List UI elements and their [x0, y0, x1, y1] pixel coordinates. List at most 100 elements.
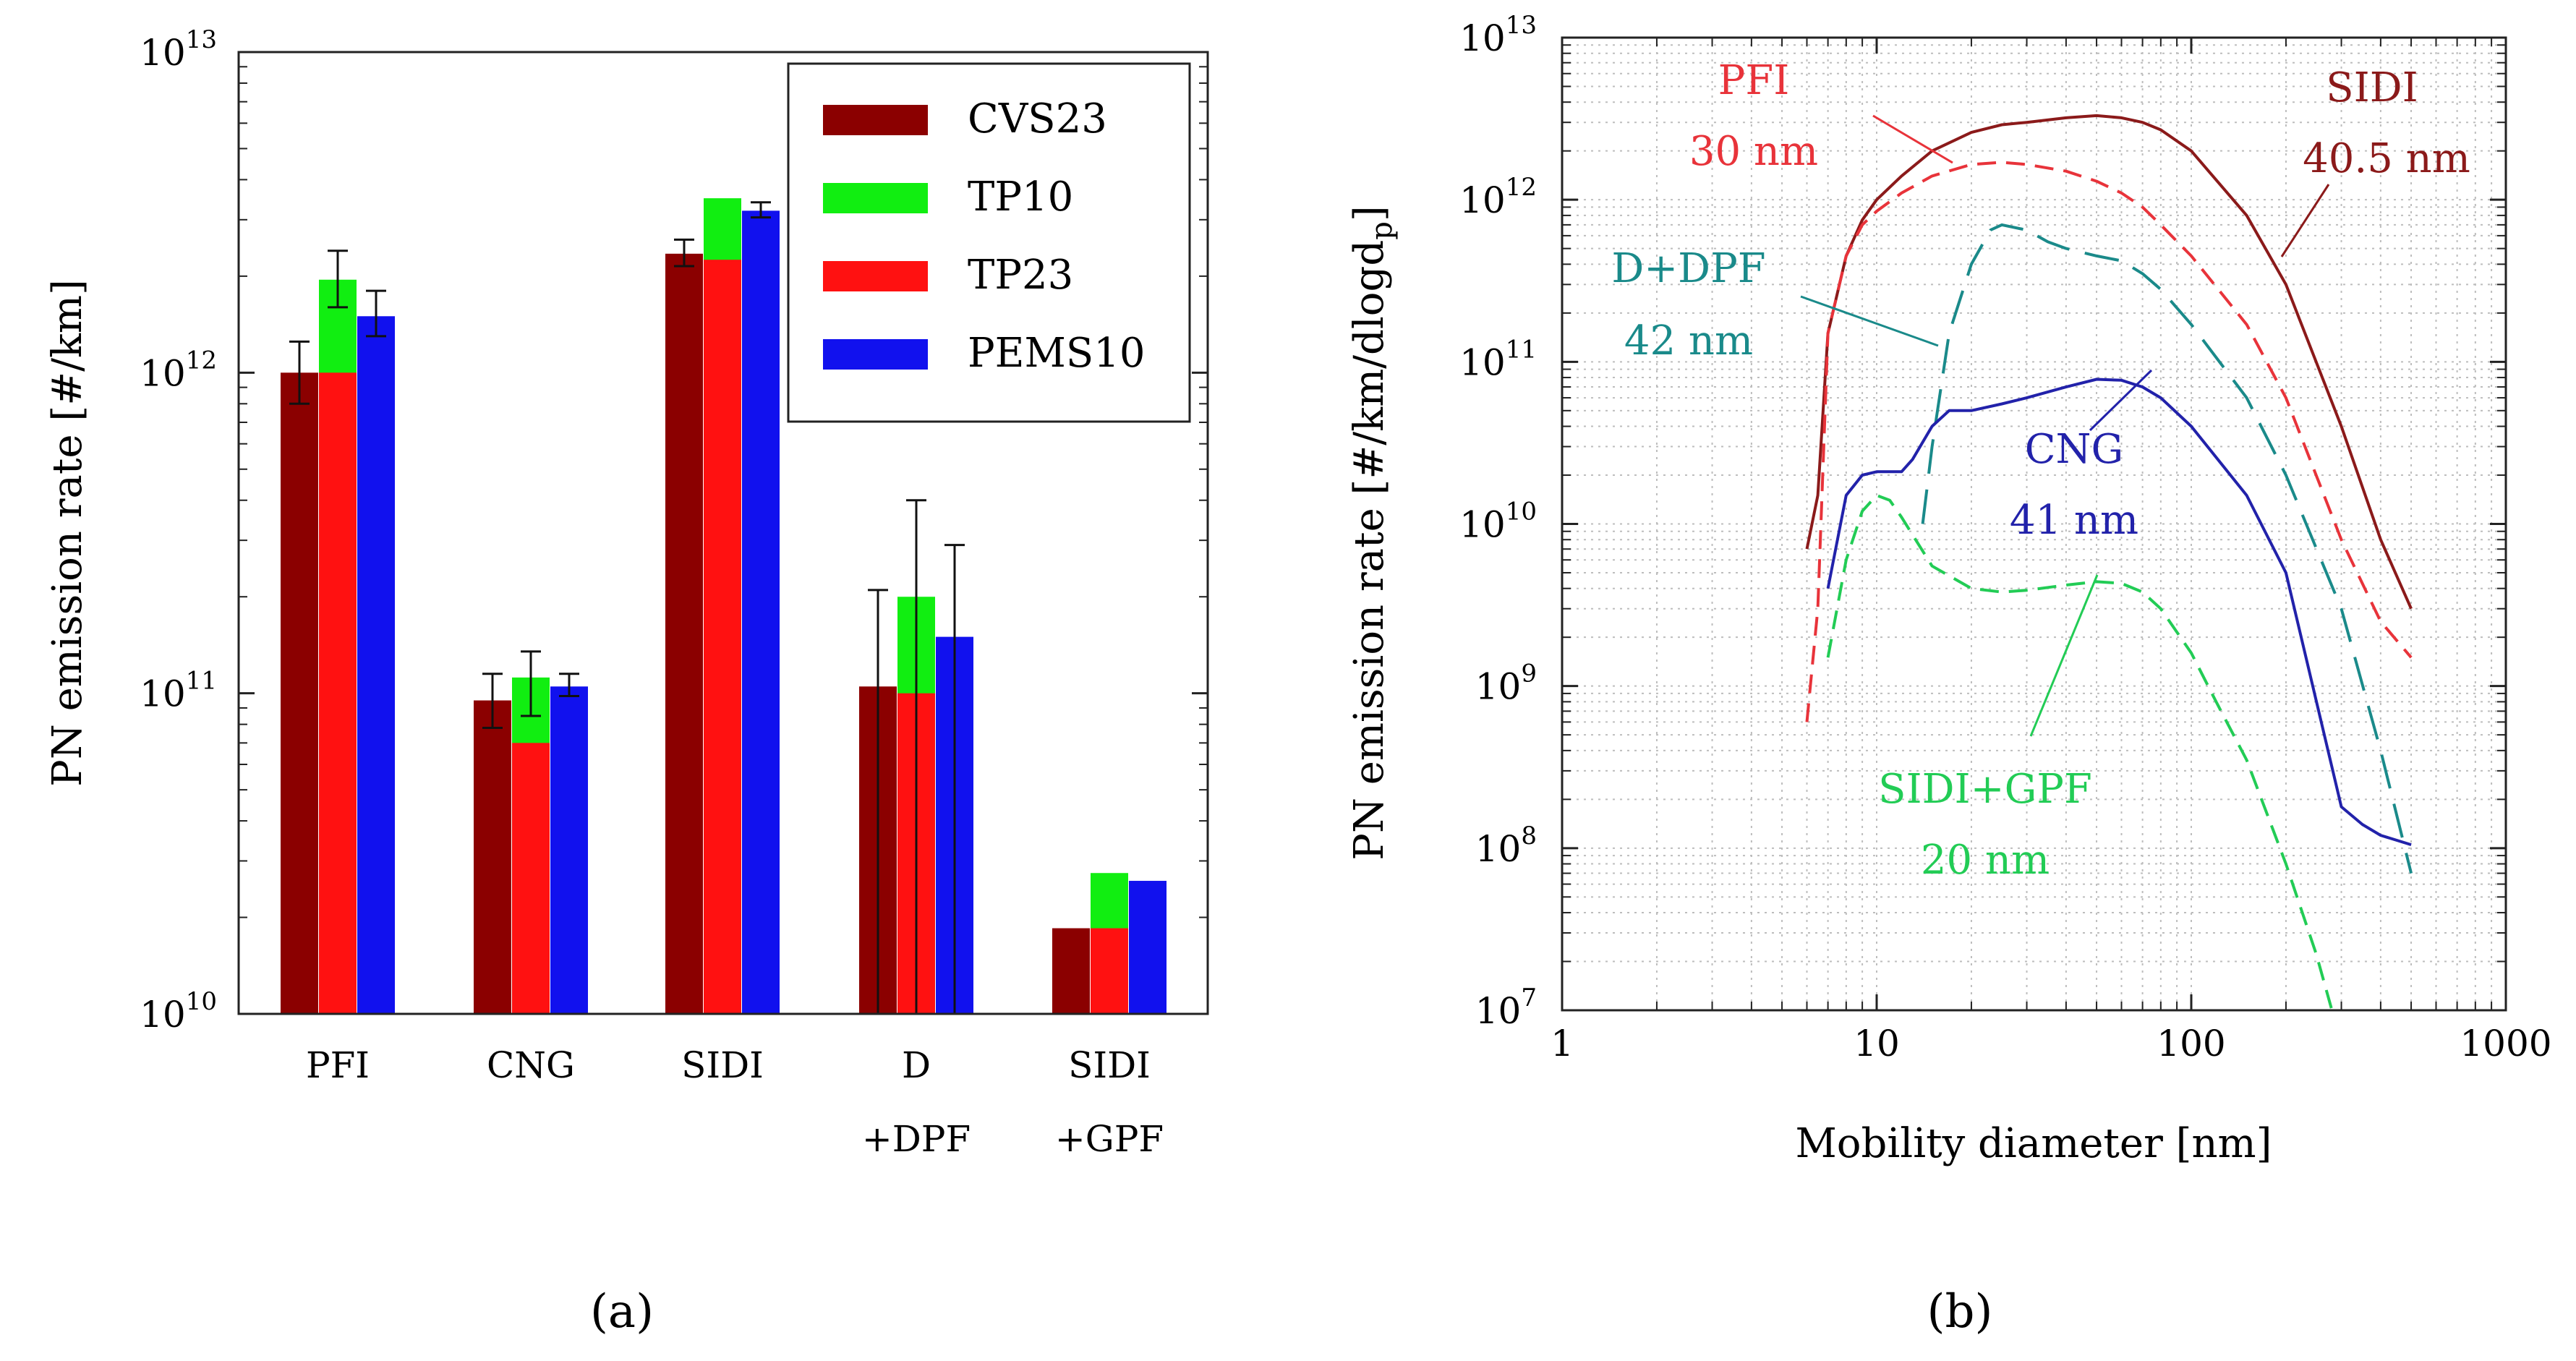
bar-tp23-2 — [704, 260, 741, 1014]
grid — [1562, 38, 2506, 1010]
y-tick-label-2-base: 10 — [140, 352, 186, 394]
bar-pems10-4 — [1129, 881, 1167, 1014]
annotation-cng: CNG 41 nm — [2010, 369, 2153, 544]
y-tick-label-b-3-base: 10 — [1459, 504, 1506, 546]
y-tick-label-3: 1013 — [140, 25, 217, 74]
x-axis-label: Mobility diameter [nm] — [1795, 1120, 2272, 1167]
error-bar-pems10-2 — [751, 201, 771, 219]
x-tick-label-1: CNG — [487, 1044, 575, 1086]
y-tick-label-b-5: 1012 — [1459, 173, 1537, 221]
legend-swatch-tp23 — [823, 261, 928, 291]
y-tick-label-b-4: 1011 — [1459, 335, 1537, 383]
bar-cvs23-4 — [1052, 928, 1090, 1014]
x-tick-label-b-3: 1000 — [2460, 1023, 2551, 1065]
y-label-sub: p — [1365, 221, 1399, 240]
bar-pems10-2 — [742, 210, 780, 1014]
y-tick-label-2-exp: 12 — [186, 346, 217, 375]
y-tick-label-b-0: 107 — [1475, 984, 1537, 1032]
y-tick-label-b-5-exp: 12 — [1506, 173, 1537, 202]
legend-swatch-cvs23 — [823, 105, 928, 135]
series-line-sidi — [1805, 114, 2413, 610]
legend-label-tp10: TP10 — [968, 174, 1073, 221]
y-tick-label-b-5-base: 10 — [1459, 179, 1506, 221]
error-bar-cvs23-2 — [674, 238, 694, 268]
bar-pems10-1 — [550, 686, 588, 1014]
annotation-cng-size: 41 nm — [2010, 497, 2138, 544]
annotation-pfi: PFI 30 nm — [1689, 57, 1953, 175]
annotation-ddpf-name: D+DPF — [1611, 245, 1765, 292]
y-tick-label-b-3: 1010 — [1459, 498, 1537, 546]
x-tick-label-b-0: 1 — [1551, 1023, 1574, 1065]
annotation-sidi-gpf: SIDI+GPF 20 nm — [1878, 574, 2099, 884]
y-tick-label-b-1-base: 10 — [1475, 828, 1522, 870]
y-tick-label-b-1-exp: 8 — [1521, 822, 1537, 850]
panel-label-b: (b) — [1927, 1285, 1993, 1339]
bar-tp23-0 — [319, 372, 357, 1014]
y-label-end: ] — [1346, 205, 1393, 221]
x-tick-label-2: SIDI — [681, 1044, 764, 1086]
annotation-cng-name: CNG — [2025, 426, 2124, 473]
y-tick-label-b-2-base: 10 — [1475, 666, 1522, 708]
bar-pems10-0 — [357, 316, 395, 1014]
x-tick-label-0: PFI — [306, 1044, 370, 1086]
annotation-cng-leader — [2089, 369, 2153, 432]
y-tick-label-b-6: 1013 — [1459, 11, 1537, 59]
bar-tp23-1 — [512, 743, 550, 1014]
legend-swatch-tp10 — [823, 183, 928, 213]
error-bar-pems10-1 — [559, 673, 579, 698]
error-bar-pems10-0 — [366, 289, 386, 338]
annotation-pfi-leader — [1872, 114, 1953, 164]
annotation-sidi-leader — [2280, 184, 2330, 257]
legend-swatch-pems10 — [823, 339, 928, 370]
y-tick-label-0-exp: 10 — [186, 987, 217, 1016]
y-tick-label-b-4-base: 10 — [1459, 341, 1506, 383]
y-label-main: PN emission rate [#/km/dlogd — [1346, 240, 1393, 861]
annotation-sidi-gpf-size: 20 nm — [1921, 837, 2050, 884]
x-tick-label-b-1: 10 — [1854, 1023, 1900, 1065]
error-bar-tp10-0 — [328, 249, 348, 309]
annotation-ddpf-size: 42 nm — [1624, 317, 1753, 364]
legend-label-pems10: PEMS10 — [968, 330, 1146, 377]
series-line-sidi-gpf — [1826, 494, 2334, 1011]
y-tick-label-b-0-exp: 7 — [1521, 984, 1537, 1012]
x-ticks-b: 1 10 100 1000 — [1551, 38, 2552, 1065]
y-tick-label-b-2: 109 — [1475, 660, 1537, 708]
x-tick-label-4: SIDI — [1068, 1044, 1151, 1086]
y-tick-label-b-6-base: 10 — [1459, 17, 1506, 59]
x-tick-label-3: D — [902, 1044, 931, 1086]
series-line-cng — [1826, 377, 2412, 847]
error-bar-tp10-1 — [521, 650, 541, 717]
panel-a-axes — [237, 51, 1209, 1015]
error-bar-cvs23-1 — [482, 673, 503, 730]
y-tick-label-0: 1010 — [140, 987, 217, 1036]
y-axis-label: PN emission rate [#/km] — [44, 279, 91, 787]
y-tick-label-1-base: 10 — [140, 673, 186, 715]
annotation-ddpf-leader — [1800, 295, 1939, 347]
bar-cvs23-1 — [474, 700, 511, 1014]
x-tick-label-line2-4: +GPF — [1055, 1118, 1164, 1160]
annotation-sidi-gpf-leader — [2029, 574, 2099, 737]
panel-label-a: (a) — [590, 1285, 654, 1339]
annotation-pfi-size: 30 nm — [1689, 128, 1818, 175]
bar-cvs23-2 — [665, 253, 703, 1015]
y-tick-label-b-4-exp: 11 — [1506, 335, 1537, 364]
series-lines — [1805, 114, 2413, 1011]
x-ticks: PFI CNG SIDI D +DPF SIDI +GPF — [306, 1044, 1164, 1160]
bar-cvs23-0 — [281, 372, 318, 1014]
y-tick-label-2: 1012 — [140, 346, 217, 394]
y-tick-label-3-base: 10 — [140, 32, 186, 74]
y-tick-label-b-1: 108 — [1475, 822, 1537, 870]
annotation-pfi-name: PFI — [1718, 57, 1790, 104]
y-tick-label-b-0-base: 10 — [1475, 990, 1522, 1032]
y-axis-label-b: PN emission rate [#/km/dlogdp] — [1346, 205, 1399, 860]
series-line-pfi — [1805, 161, 2413, 722]
annotation-sidi: SIDI 40.5 nm — [2280, 64, 2470, 257]
y-tick-label-1-exp: 11 — [186, 667, 217, 696]
legend-label-tp23: TP23 — [968, 252, 1073, 299]
annotation-ddpf: D+DPF 42 nm — [1611, 245, 1939, 364]
x-tick-label-b-2: 100 — [2157, 1023, 2225, 1065]
